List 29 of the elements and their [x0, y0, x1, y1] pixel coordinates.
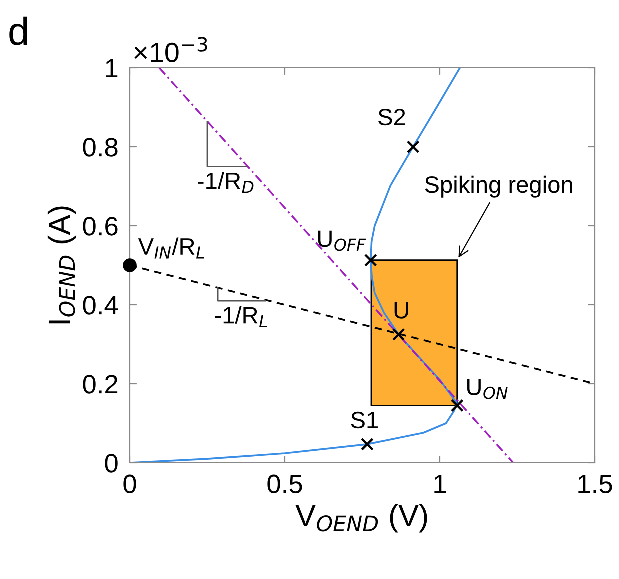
x-axis-title: V$_{OEND}$ (V) — [296, 504, 428, 533]
annotation: -1/R$_{D}$ — [198, 172, 254, 194]
annotation: U$_{OFF}$ — [318, 230, 366, 252]
y-axis-title: I$_{OEND}$ (A) — [48, 206, 76, 324]
point — [392, 328, 406, 342]
annotation: U$_{ON}$ — [468, 378, 508, 400]
text: ×10$^{−3}$ — [134, 37, 208, 63]
point — [123, 258, 137, 272]
y-tick-label: 0.6 — [83, 217, 118, 236]
x-tick-label: 0.5 — [268, 474, 302, 494]
point — [406, 140, 420, 154]
annotation: U — [394, 302, 408, 319]
point — [360, 438, 374, 451]
annotation: V$_{IN}$/R$_{L}$ — [138, 238, 204, 259]
x-tick-label: 1 — [434, 475, 446, 494]
point — [450, 399, 464, 412]
text: d — [10, 16, 28, 46]
y-tick-label: 1 — [106, 59, 118, 78]
annotation: Spiking region — [425, 176, 572, 198]
point — [364, 254, 378, 267]
y-tick-label: 0.4 — [83, 296, 118, 315]
annotation: -1/R$_{L}$ — [215, 306, 268, 328]
y-tick-label: 0.2 — [83, 375, 118, 394]
annotation: S2 — [378, 108, 406, 126]
x-tick-label: 1.5 — [578, 475, 612, 494]
x-tick-label: 0 — [124, 474, 136, 494]
y-tick-label: 0.8 — [83, 138, 118, 157]
y-tick-label: 0 — [105, 454, 118, 473]
annotation: S1 — [351, 412, 378, 429]
